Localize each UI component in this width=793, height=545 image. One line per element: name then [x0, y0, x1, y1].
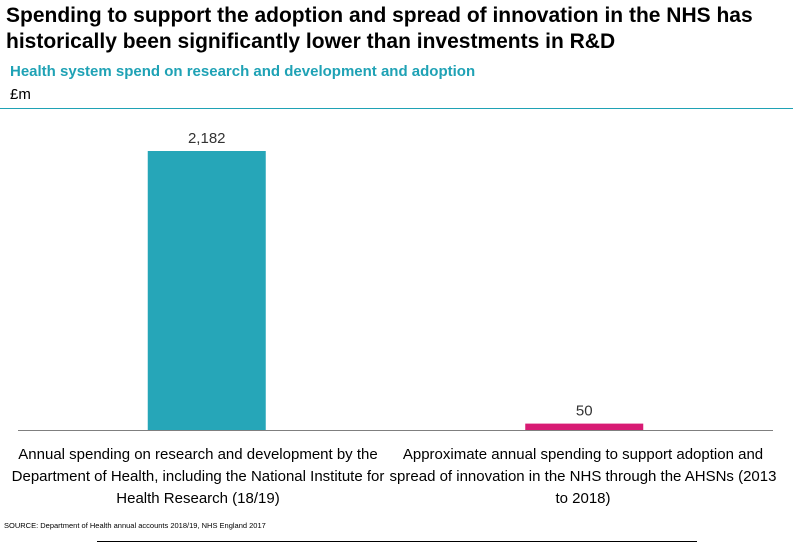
chart-subtitle: Health system spend on research and deve…: [10, 63, 476, 80]
chart-title: Spending to support the adoption and spr…: [6, 4, 753, 53]
bar-1: [525, 423, 644, 430]
header-divider: [0, 108, 793, 109]
data-label-1: 50: [576, 403, 593, 420]
source-note: SOURCE: Department of Health annual acco…: [4, 521, 266, 530]
footer-divider: [97, 541, 697, 542]
category-label-rnd: Annual spending on research and developm…: [11, 446, 385, 507]
y-axis-unit-label: £m: [10, 86, 31, 103]
category-label-adoption: Approximate annual spending to support a…: [389, 446, 777, 507]
bar-0: [147, 151, 266, 430]
data-label-0: 2,182: [188, 130, 226, 147]
